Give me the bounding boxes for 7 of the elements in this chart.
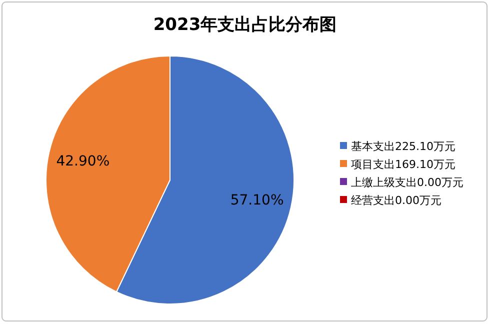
chart-title: 2023年支出占比分布图 [153, 15, 337, 35]
legend-label: 上缴上级支出0.00万元 [351, 176, 464, 189]
legend-label: 基本支出225.10万元 [351, 140, 456, 153]
legend-label: 项目支出169.10万元 [351, 158, 456, 171]
data-label: 42.90% [56, 153, 110, 170]
data-label: 57.10% [230, 192, 284, 209]
legend-label: 经营支出0.00万元 [351, 194, 442, 207]
